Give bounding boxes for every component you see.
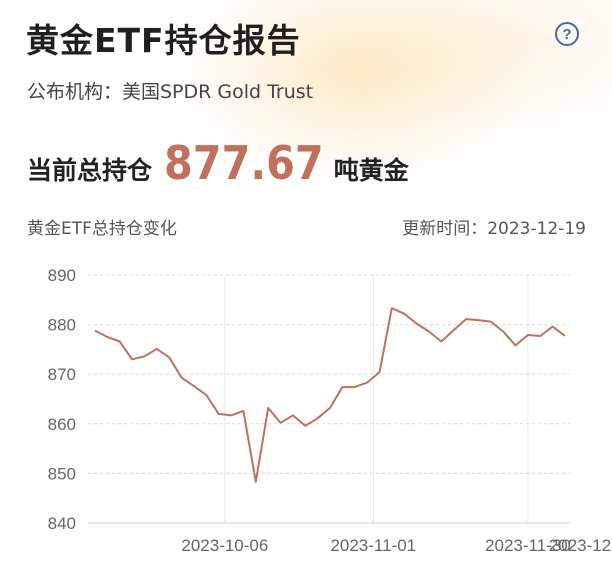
series-line <box>94 307 566 483</box>
holding-unit: 吨黄金 <box>333 156 409 185</box>
y-tick-label: 840 <box>48 514 76 533</box>
holding-value: 877.67 <box>164 136 324 190</box>
chart-title: 黄金ETF总持仓变化 <box>27 219 177 239</box>
y-tick-label: 880 <box>48 316 76 335</box>
update-time: 更新时间：2023-12-19 <box>402 219 586 239</box>
current-holding: 当前总持仓 877.67 吨黄金 <box>27 136 409 192</box>
y-tick-label: 890 <box>48 266 76 285</box>
y-axis-ticks: 890 880 870 860 850 840 <box>48 266 76 533</box>
institution-text: 公布机构：美国SPDR Gold Trust <box>27 81 314 103</box>
x-tick-label: 2023-11-01 <box>330 536 416 555</box>
holding-label: 当前总持仓 <box>27 156 153 185</box>
page-title: 黄金ETF持仓报告 <box>26 21 301 60</box>
y-tick-label: 860 <box>48 415 76 434</box>
help-icon[interactable]: ? <box>555 22 579 46</box>
y-tick-label: 870 <box>48 365 76 384</box>
chart-series <box>94 307 566 483</box>
x-tick-label: 2023-10-06 <box>181 536 268 555</box>
x-tick-label: 2023-12 <box>549 536 611 555</box>
x-tick-label: 2023-11-30 <box>485 536 571 555</box>
y-tick-label: 850 <box>48 464 76 483</box>
chart-grid <box>88 274 570 524</box>
